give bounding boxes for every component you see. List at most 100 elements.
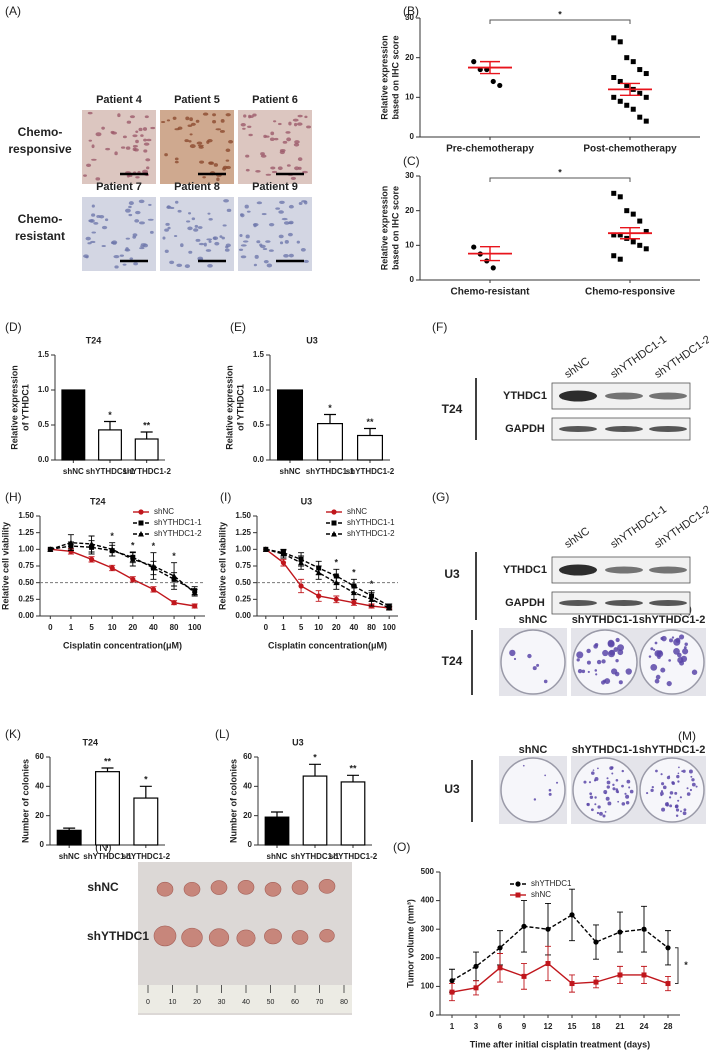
cell-nucleus <box>140 134 144 137</box>
colony <box>602 649 609 657</box>
cell-nucleus <box>138 221 145 225</box>
panel-label: (E) <box>230 320 246 334</box>
y-tick-label: 20 <box>243 811 252 820</box>
ihc-image <box>238 197 312 271</box>
panel-label: (C) <box>403 154 420 168</box>
x-tick-label: Pre-chemotherapy <box>446 144 534 155</box>
colony <box>660 790 664 793</box>
data-point <box>641 926 647 932</box>
group-label: shYTHDC1-2 <box>639 744 706 756</box>
lane-label: shNC <box>563 355 592 381</box>
cell-nucleus <box>208 161 214 164</box>
colony <box>586 648 591 654</box>
colony <box>628 786 631 789</box>
cell-nucleus <box>208 217 213 221</box>
cell-nucleus <box>149 230 154 234</box>
cell-nucleus <box>101 126 105 130</box>
cell-nucleus <box>164 249 169 253</box>
chart-title: T24 <box>90 496 106 506</box>
colony <box>621 769 624 773</box>
patient-label: Patient 6 <box>252 94 298 106</box>
colony <box>543 679 548 684</box>
data-point <box>611 75 617 80</box>
cell-nucleus <box>146 138 152 142</box>
cell-label: T24 <box>442 654 463 668</box>
significance-bracket <box>489 19 631 24</box>
colony <box>686 787 689 790</box>
y-tick-label: 0.50 <box>18 578 34 587</box>
data-point <box>545 926 551 932</box>
data-point <box>471 59 477 65</box>
colony <box>576 651 584 659</box>
cell-nucleus <box>223 199 229 203</box>
x-tick-label: 80 <box>367 623 376 632</box>
data-point <box>617 194 623 200</box>
y-axis-label: Relative cell viability <box>217 522 227 610</box>
y-tick-label: 200 <box>421 953 435 962</box>
data-point <box>490 78 496 85</box>
significance: * <box>131 540 135 550</box>
cell-nucleus <box>125 237 131 240</box>
chart-title: U3 <box>306 335 318 345</box>
significance-bracket <box>489 177 631 182</box>
x-axis-label: Time after initial cisplatin treatment (… <box>470 1039 650 1049</box>
cell-nucleus <box>142 169 149 174</box>
cell-nucleus <box>190 122 196 126</box>
cell-nucleus <box>148 203 152 206</box>
error-bar <box>139 785 152 799</box>
colony <box>669 791 674 795</box>
significance: ** <box>104 756 112 766</box>
cell-nucleus <box>133 262 138 266</box>
patient-label: Patient 8 <box>174 181 220 193</box>
colony <box>603 679 607 683</box>
cell-nucleus <box>278 210 284 214</box>
protein-label: YTHDC1 <box>503 564 547 576</box>
data-point <box>569 981 575 987</box>
cell-nucleus <box>91 213 96 217</box>
data-point <box>298 583 304 589</box>
y-tick-label: 0.25 <box>235 594 251 603</box>
y-axis-label: Relative expression <box>379 186 389 271</box>
colony <box>646 792 649 795</box>
cell-nucleus <box>135 139 139 144</box>
colony <box>589 792 593 796</box>
cell-nucleus <box>253 263 258 267</box>
cell-nucleus <box>177 209 182 213</box>
x-tick-label: 20 <box>332 623 341 632</box>
blot-band <box>649 600 687 606</box>
cell-nucleus <box>296 122 303 126</box>
cell-nucleus <box>174 200 179 204</box>
data-point <box>617 39 623 45</box>
data-point <box>47 546 54 552</box>
x-tick-label: 1 <box>281 623 286 632</box>
colony <box>544 774 547 777</box>
cell-nucleus <box>95 177 101 181</box>
cell-nucleus <box>172 116 177 120</box>
data-point <box>637 90 643 96</box>
y-tick-label: 0.75 <box>235 561 251 570</box>
blot-band <box>605 600 643 606</box>
series-line <box>451 962 669 993</box>
colony <box>513 657 517 661</box>
cell-nucleus <box>135 210 141 215</box>
colony <box>618 680 623 685</box>
cell-nucleus <box>212 119 217 124</box>
x-tick-label: shNC <box>63 467 84 476</box>
bar <box>61 389 86 461</box>
legend-label: shYTHDC1 <box>531 879 572 888</box>
cell-nucleus <box>143 142 150 146</box>
significance: * <box>558 167 562 177</box>
cell-nucleus <box>119 254 124 257</box>
cell-nucleus <box>195 119 200 123</box>
data-point <box>109 546 116 552</box>
colony <box>509 649 516 657</box>
cell-nucleus <box>294 166 300 171</box>
colony <box>648 655 652 658</box>
significance: * <box>328 403 332 413</box>
cell-nucleus <box>150 126 156 130</box>
x-tick-label: 9 <box>522 1022 527 1031</box>
cell-nucleus <box>288 204 294 209</box>
colony <box>615 778 619 782</box>
cell-nucleus <box>288 121 292 126</box>
colony <box>606 780 611 785</box>
